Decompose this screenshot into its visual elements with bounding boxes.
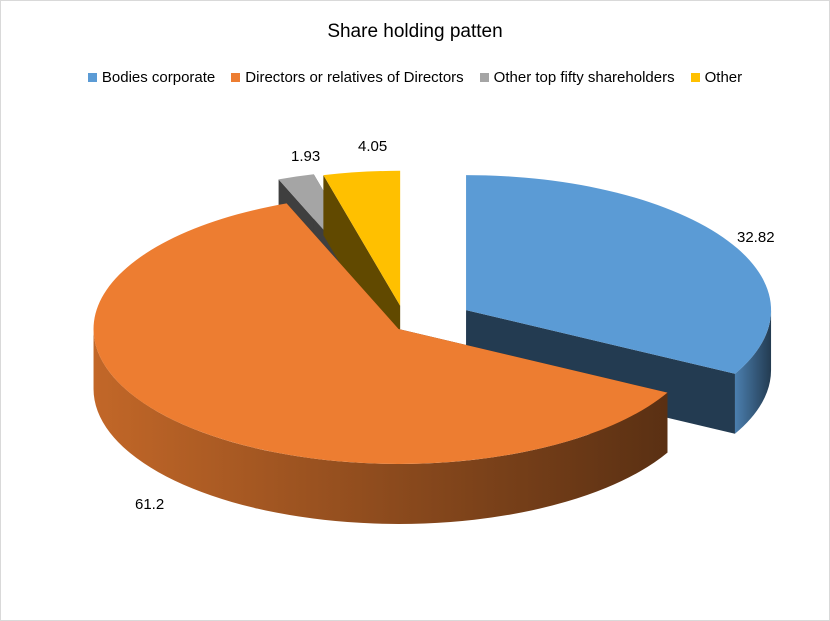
legend-swatch (479, 73, 489, 82)
legend-item-bodies-corporate: Bodies corporate (87, 69, 216, 86)
chart-title: Share holding patten (327, 21, 503, 42)
legend-swatch (690, 73, 700, 82)
pie-slice-bodies-corporate (466, 175, 772, 434)
pie-slice-directors-or-relatives-of-directors (93, 203, 668, 524)
pie-slice-wall (466, 310, 735, 434)
legend-item-directors: Directors or relatives of Directors (231, 69, 464, 86)
data-label: 32.82 (737, 229, 775, 246)
data-label: 4.05 (358, 138, 387, 155)
legend-label: Directors or relatives of Directors (245, 69, 464, 86)
data-label: 61.2 (135, 496, 164, 513)
pie-slice-top (93, 203, 668, 464)
legend: Bodies corporate Directors or relatives … (1, 69, 829, 86)
legend-label: Bodies corporate (101, 69, 216, 86)
legend-item-other: Other (690, 69, 743, 86)
data-label: 1.93 (291, 148, 320, 165)
legend-label: Other (704, 69, 743, 86)
legend-label: Other top fifty shareholders (493, 69, 675, 86)
pie-slice-top (466, 175, 772, 374)
pie-slice-top (323, 170, 401, 306)
pie-slice-side (93, 328, 668, 524)
pie-slice-side (734, 310, 772, 434)
legend-item-other-top-fifty: Other top fifty shareholders (479, 69, 675, 86)
legend-swatch (231, 73, 241, 82)
legend-swatch (87, 73, 97, 82)
